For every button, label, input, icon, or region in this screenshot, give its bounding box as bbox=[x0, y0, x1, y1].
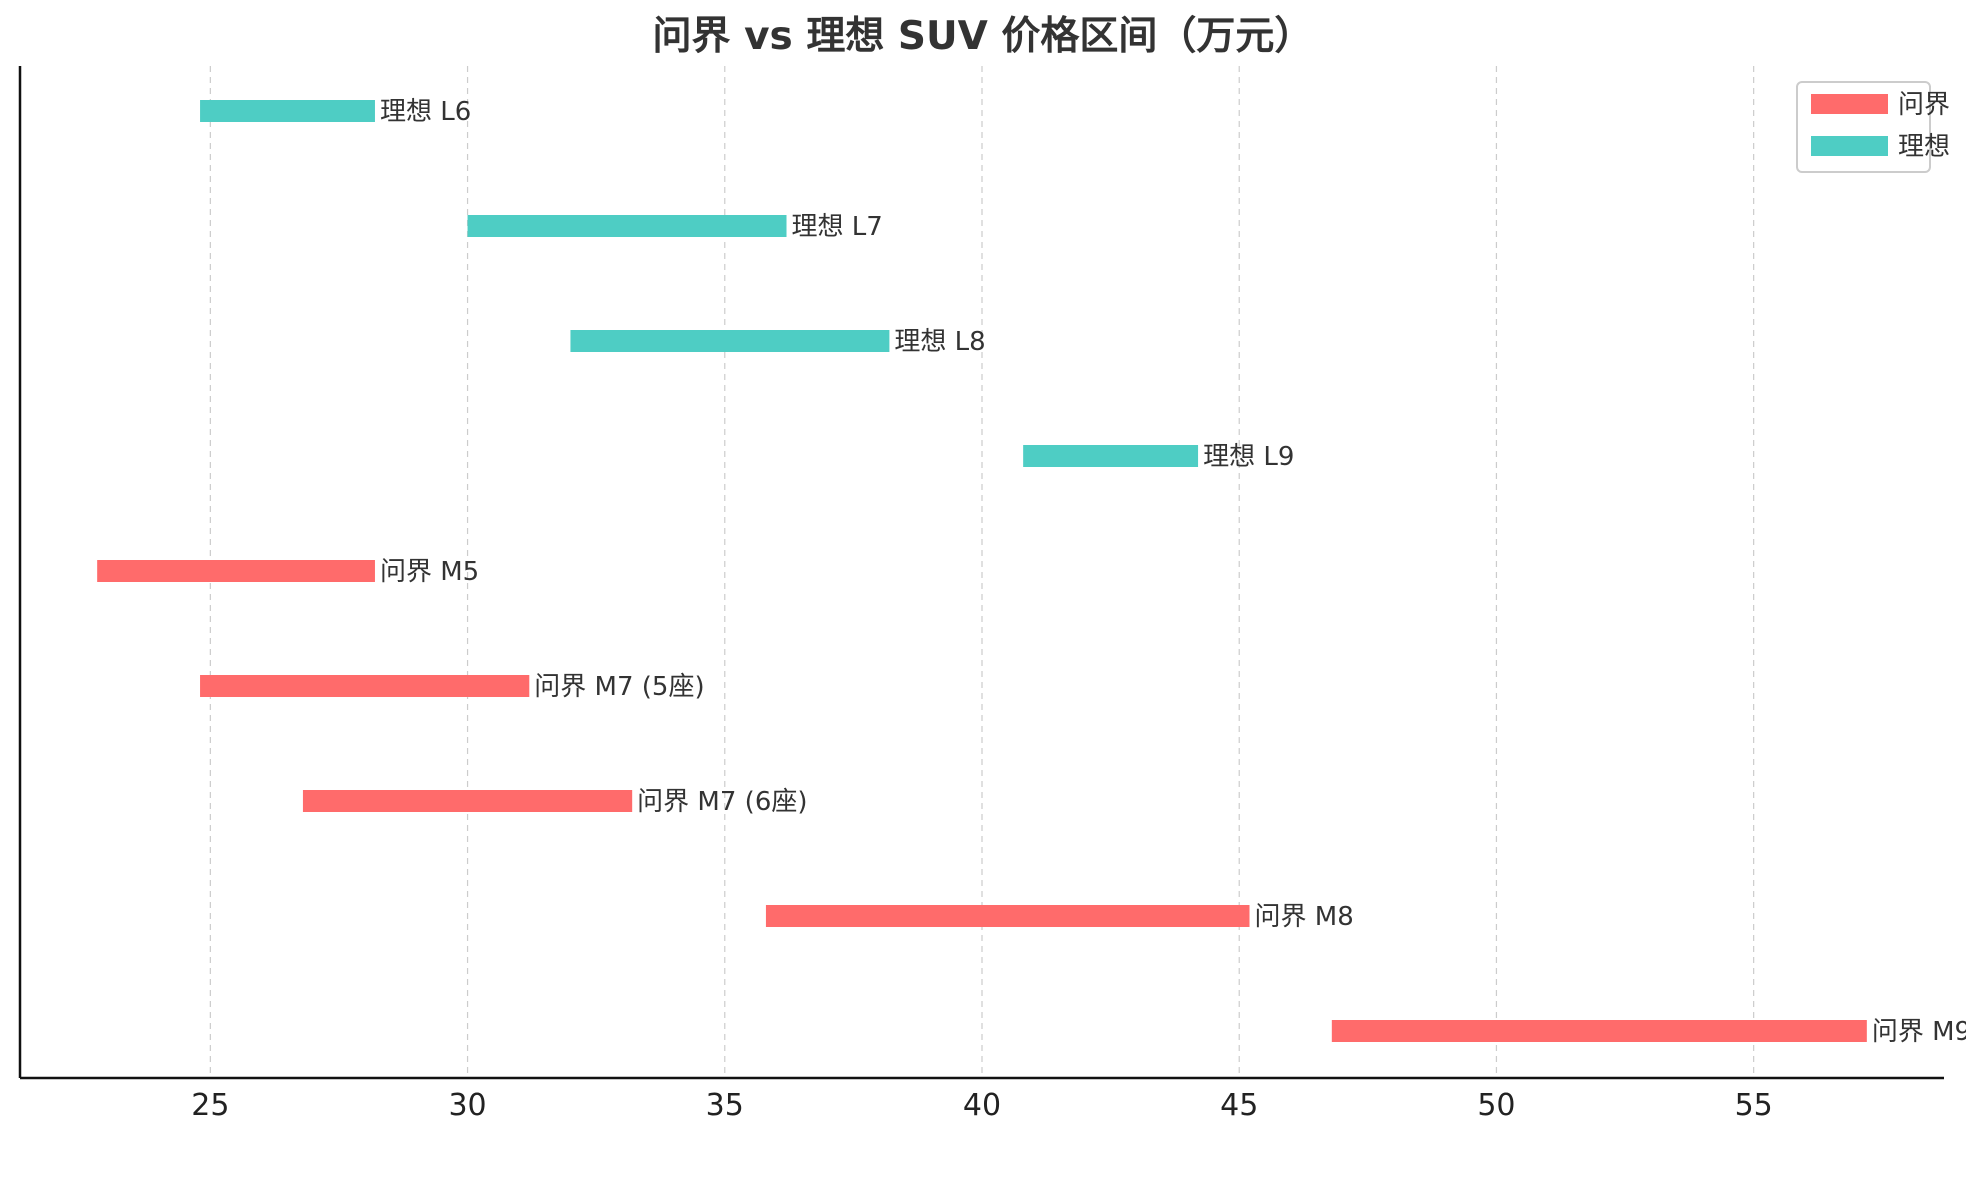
bar-label: 理想 L8 bbox=[894, 327, 985, 357]
x-tick-label: 30 bbox=[448, 1088, 486, 1123]
bar-label: 问界 M5 bbox=[380, 557, 479, 587]
bar-label: 理想 L7 bbox=[792, 212, 883, 242]
bar-range bbox=[1331, 1020, 1867, 1042]
bar-range bbox=[200, 100, 375, 122]
bar-range bbox=[302, 790, 633, 812]
x-tick-label: 40 bbox=[963, 1088, 1001, 1123]
axes bbox=[18, 66, 1944, 1080]
legend-swatch bbox=[1811, 136, 1888, 156]
x-tick-label: 45 bbox=[1220, 1088, 1258, 1123]
chart-title: 问界 vs 理想 SUV 价格区间（万元） bbox=[653, 14, 1314, 59]
bar-labels-group: 理想 L6 理想 L7 理想 L8 理想 L9 问界 M5 问界 M7 (5座) 问界 M7… bbox=[380, 97, 1966, 1047]
x-tick-label: 25 bbox=[191, 1088, 229, 1123]
bar-range bbox=[97, 560, 375, 582]
x-tick-label: 50 bbox=[1477, 1088, 1515, 1123]
bar-label: 问界 M7 (5座) bbox=[534, 672, 704, 702]
bar-label: 问界 M8 bbox=[1255, 902, 1354, 932]
legend-label: 理想 bbox=[1898, 132, 1950, 162]
x-tick-label: 35 bbox=[706, 1088, 744, 1123]
bars-group bbox=[97, 100, 1867, 1042]
legend-swatch bbox=[1811, 94, 1888, 114]
x-tick-label: 55 bbox=[1735, 1088, 1773, 1123]
bar-range bbox=[765, 905, 1250, 927]
bar-range bbox=[467, 215, 787, 237]
bar-range bbox=[1023, 445, 1199, 467]
legend-label: 问界 bbox=[1898, 90, 1950, 120]
bar-label: 问界 M9 bbox=[1872, 1017, 1966, 1047]
bar-label: 问界 M7 (6座) bbox=[637, 787, 807, 817]
bar-range bbox=[200, 675, 530, 697]
bar-range bbox=[570, 330, 890, 352]
bar-label: 理想 L9 bbox=[1203, 442, 1294, 472]
bar-label: 理想 L6 bbox=[380, 97, 471, 127]
x-tick-labels: 25 30 35 40 45 50 55 bbox=[191, 1088, 1773, 1123]
